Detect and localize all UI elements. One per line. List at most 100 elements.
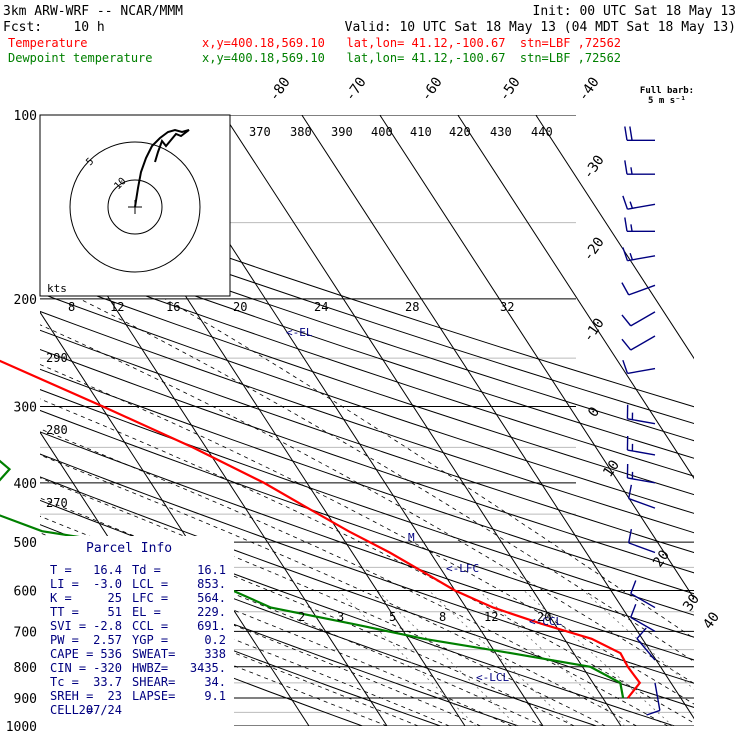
parcel-info-value: CIN = (50, 661, 86, 675)
parcel-info-value: 25 (108, 591, 122, 605)
mixing-ratio-label: 2 (298, 610, 305, 624)
dry-adiabat-line (40, 575, 441, 726)
theta-label: 290 (46, 351, 68, 365)
parcel-info-value: 9.1 (204, 689, 226, 703)
mixing-ratio-label: 28 (405, 300, 419, 314)
parcel-info-value: PW = (50, 633, 79, 647)
temperature-profile (0, 359, 642, 699)
isotherm-label: -50 (496, 74, 524, 104)
moist-adiabat-line (40, 497, 575, 726)
dry-adiabat-line (40, 207, 694, 425)
mixing-ratio-label: 3 (337, 610, 344, 624)
moist-adiabat-line (40, 428, 668, 726)
dry-adiabat-line (40, 191, 694, 408)
wind-barb (626, 436, 656, 456)
wind-barb (624, 126, 655, 141)
pressure-tick-label: 500 (14, 536, 37, 551)
hodograph: 10 5 kts (39, 114, 231, 297)
parcel-info-value: LAPSE= (132, 689, 175, 703)
theta-label: 370 (249, 125, 271, 139)
init-time: Init: 00 UTC Sat 18 May 13 (533, 4, 737, 19)
parcel-info-value: SREH = (50, 689, 93, 703)
lfc-marker: <-LFC (446, 562, 479, 575)
dry-adiabat-line (40, 274, 694, 496)
parcel-info-value: Tc = (50, 675, 79, 689)
wind-barb (630, 580, 656, 609)
parcel-info-value: YGP = (132, 633, 168, 647)
wind-barb (621, 311, 656, 327)
theta-label: 440 (531, 125, 553, 139)
forecast-hour: Fcst: 10 h (3, 20, 105, 35)
dewpoint-legend: Dewpoint temperature (8, 51, 153, 65)
moist-adiabat-line (40, 477, 606, 726)
model-title: 3km ARW-WRF -- NCAR/MMM (3, 4, 183, 19)
valid-time: Valid: 10 UTC Sat 18 May 13 (04 MDT Sat … (345, 20, 736, 35)
pressure-tick-label: 600 (14, 584, 37, 599)
theta-label: 430 (490, 125, 512, 139)
parcel-info-value: EL = (132, 605, 161, 619)
parcel-info-value: 23 (108, 689, 122, 703)
parcel-info-value: 2.57 (93, 633, 122, 647)
full-barb-units: 5 m s⁻¹ (648, 96, 686, 106)
isotherm-label: -20 (580, 234, 608, 264)
parcel-info-value: LCL = (132, 577, 168, 591)
moist-adiabat-line (40, 364, 694, 705)
parcel-info-value: T = (50, 563, 72, 577)
dry-adiabat-line (40, 602, 363, 726)
isotherm-label: -30 (580, 152, 608, 182)
moist-adiabat-line (40, 324, 694, 684)
parcel-info-value: CAPE = (50, 647, 93, 661)
isotherm-label: -40 (575, 74, 603, 104)
parcel-info-value: TT = (50, 605, 79, 619)
el-marker: <-EL (286, 326, 313, 339)
parcel-info-value: 33.7 (93, 675, 122, 689)
isotherm-line (535, 115, 694, 360)
dry-adiabat-line (40, 240, 694, 459)
parcel-info-value: CCL = (132, 619, 168, 633)
pressure-tick-label: 900 (14, 692, 37, 707)
mixing-ratio-label: 12 (110, 300, 124, 314)
isotherm-label: 30 (680, 591, 703, 614)
pressure-tick-label: 300 (14, 401, 37, 416)
mixing-ratio-line (428, 590, 573, 726)
dry-adiabat-line (40, 257, 694, 477)
hodograph-units-label: kts (47, 282, 67, 295)
mixing-ratio-label: 20 (537, 610, 551, 624)
parcel-info-value: -2.8 (93, 619, 122, 633)
dry-adiabat-line (40, 389, 694, 616)
isotherm-line (379, 115, 694, 600)
parcel-info-value: SHEAR= (132, 675, 175, 689)
pressure-tick-label: 400 (14, 477, 37, 492)
wind-barb (624, 160, 655, 175)
parcel-info-value: SVI = (50, 619, 86, 633)
wind-barb (621, 282, 656, 296)
parcel-info-value: -320 (93, 661, 122, 675)
wind-barb (628, 529, 656, 554)
parcel-info-value: 3435. (190, 661, 226, 675)
theta-label: 380 (290, 125, 312, 139)
dry-adiabat-line (40, 310, 694, 534)
wind-barb (622, 195, 656, 210)
wind-barb (624, 217, 655, 232)
theta-label: 270 (46, 496, 68, 510)
wind-barb (621, 335, 656, 351)
isotherm-label: -80 (266, 74, 294, 104)
wind-barb (630, 604, 656, 632)
parcel-info-value: K = (50, 591, 72, 605)
parcel-info-value: 229. (197, 605, 226, 619)
parcel-info-value: 16.1 (197, 563, 226, 577)
dry-adiabat-line (40, 329, 694, 554)
mixing-ratio-label: 5 (389, 610, 396, 624)
parcel-info-value: 16.4 (93, 563, 122, 577)
wind-barb (628, 484, 656, 509)
pressure-tick-label: 700 (14, 625, 37, 640)
parcel-info-value: LFC = (132, 591, 168, 605)
parcel-info-value: SWEAT= (132, 647, 175, 661)
lcl-marker: <-LCL (476, 671, 509, 684)
isotherm-label: -60 (418, 74, 446, 104)
parcel-info-value: 338 (204, 647, 226, 661)
isotherm-label: 20 (650, 547, 673, 570)
dry-adiabat-line (40, 292, 694, 514)
wind-barb (636, 627, 656, 661)
wind-barb (622, 247, 656, 262)
